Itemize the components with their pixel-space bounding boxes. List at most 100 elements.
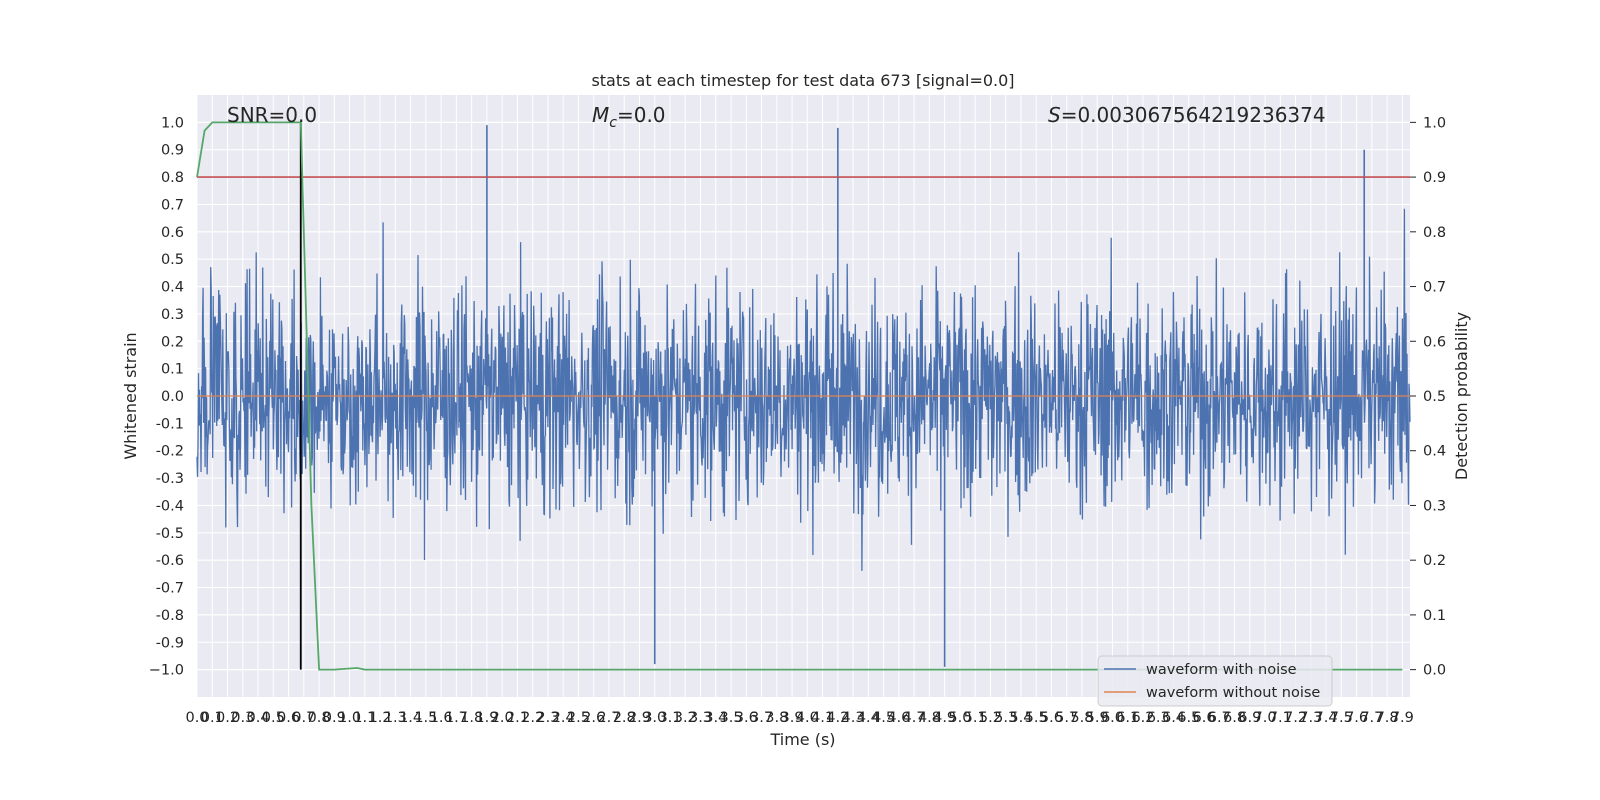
y-right-tick-label: 0.8 bbox=[1423, 225, 1446, 241]
y-right-tick-label: 0.1 bbox=[1423, 608, 1446, 624]
y-left-tick-label: -0.4 bbox=[156, 498, 184, 514]
x-tick-label: 4.4 bbox=[857, 710, 880, 726]
legend-box bbox=[1097, 655, 1333, 707]
y-axis-right-label: Detection probability bbox=[1452, 312, 1471, 480]
x-tick-label: 6.9 bbox=[1238, 710, 1261, 726]
y-left-tick-label: 0.3 bbox=[161, 307, 184, 323]
y-right-tick-label: 0.2 bbox=[1423, 553, 1446, 569]
y-left-tick-label: -0.8 bbox=[156, 608, 184, 624]
x-tick-label: 3.6 bbox=[735, 710, 758, 726]
x-tick-label: 7.1 bbox=[1269, 710, 1292, 726]
x-tick-label: 4.0 bbox=[796, 710, 819, 726]
x-tick-label: 6.7 bbox=[1208, 710, 1231, 726]
y-right-tick-label: 0.5 bbox=[1423, 389, 1446, 405]
x-tick-label: 5.1 bbox=[964, 710, 987, 726]
x-axis-ticks: 0.00.10.20.30.40.50.60.70.80.91.01.11.21… bbox=[185, 710, 1413, 726]
x-tick-label: 4.2 bbox=[826, 710, 849, 726]
x-tick-label: 5.8 bbox=[1070, 710, 1093, 726]
x-tick-label: 3.4 bbox=[704, 710, 727, 726]
x-axis-label: Time (s) bbox=[769, 730, 835, 749]
x-tick-label: 4.1 bbox=[811, 710, 834, 726]
x-tick-label: 1.7 bbox=[445, 710, 468, 726]
x-tick-label: 5.2 bbox=[979, 710, 1002, 726]
x-tick-label: 7.9 bbox=[1391, 710, 1414, 726]
y-left-tick-label: -0.3 bbox=[156, 471, 184, 487]
y-right-tick-label: 1.0 bbox=[1423, 115, 1446, 131]
x-tick-label: 3.7 bbox=[750, 710, 773, 726]
x-tick-label: 2.7 bbox=[597, 710, 620, 726]
y-left-tick-label: 0.7 bbox=[161, 197, 184, 213]
x-tick-label: 6.0 bbox=[1101, 710, 1124, 726]
x-tick-label: 3.8 bbox=[765, 710, 788, 726]
x-tick-label: 1.8 bbox=[460, 710, 483, 726]
x-tick-label: 6.4 bbox=[1162, 710, 1185, 726]
y-axis-left-ticks: 1.0 0.9 0.8 0.7 0.6 0.5 0.4 0.3 0.2 0.1 0.0 -0.1 -0.… bbox=[149, 115, 184, 678]
x-tick-label: 2.5 bbox=[567, 710, 590, 726]
legend-label-with-noise: waveform with noise bbox=[1146, 662, 1297, 678]
x-tick-label: 1.6 bbox=[430, 710, 453, 726]
x-tick-label: 7.7 bbox=[1360, 710, 1383, 726]
y-left-tick-label: 0.1 bbox=[161, 362, 184, 378]
x-tick-label: 7.3 bbox=[1299, 710, 1322, 726]
x-tick-label: 0.0 bbox=[185, 710, 208, 726]
x-tick-label: 7.8 bbox=[1376, 710, 1399, 726]
y-right-tick-label: 0.9 bbox=[1423, 170, 1446, 186]
x-tick-label: 0.1 bbox=[201, 710, 224, 726]
x-tick-label: 2.8 bbox=[613, 710, 636, 726]
x-tick-label: 3.3 bbox=[689, 710, 712, 726]
x-tick-label: 6.3 bbox=[1147, 710, 1170, 726]
x-tick-label: 2.9 bbox=[628, 710, 651, 726]
y-right-tick-label: 0.4 bbox=[1423, 444, 1446, 460]
y-left-tick-label: 0.6 bbox=[161, 225, 184, 241]
s-statistic-symbol: S bbox=[1048, 103, 1061, 127]
y-left-tick-label: -0.5 bbox=[156, 526, 184, 542]
legend: waveform with noise waveform without noi… bbox=[1097, 655, 1333, 707]
x-tick-label: 6.5 bbox=[1177, 710, 1200, 726]
x-tick-label: 4.6 bbox=[887, 710, 910, 726]
x-tick-label: 5.6 bbox=[1040, 710, 1063, 726]
x-tick-label: 1.0 bbox=[338, 710, 361, 726]
y-left-tick-label: -0.1 bbox=[156, 416, 184, 432]
y-axis-left-label: Whitened strain bbox=[121, 332, 140, 459]
y-left-tick-label: −1.0 bbox=[149, 663, 184, 679]
x-tick-label: 3.9 bbox=[781, 710, 804, 726]
x-tick-label: 4.7 bbox=[903, 710, 926, 726]
x-tick-label: 2.6 bbox=[582, 710, 605, 726]
y-left-tick-label: 0.5 bbox=[161, 252, 184, 268]
y-left-tick-label: -0.9 bbox=[156, 635, 184, 651]
y-left-tick-label: 0.0 bbox=[161, 389, 184, 405]
chirp-mass-annotation: Mc=0.0 bbox=[592, 103, 666, 131]
x-tick-label: 0.7 bbox=[292, 710, 315, 726]
x-tick-label: 6.1 bbox=[1116, 710, 1139, 726]
x-tick-label: 5.3 bbox=[994, 710, 1017, 726]
y-left-tick-label: 0.8 bbox=[161, 170, 184, 186]
x-tick-label: 5.4 bbox=[1009, 710, 1032, 726]
y-axis-right-ticks: 1.0 0.9 0.8 0.7 0.6 0.5 0.4 0.3 0.2 0.1 0.0 bbox=[1410, 115, 1446, 679]
snr-annotation: SNR=0.0 bbox=[227, 103, 317, 127]
x-tick-label: 7.2 bbox=[1284, 710, 1307, 726]
x-tick-label: 3.5 bbox=[719, 710, 742, 726]
x-tick-label: 0.3 bbox=[231, 710, 254, 726]
x-tick-label: 2.3 bbox=[536, 710, 559, 726]
overlay-lines bbox=[196, 121, 1410, 671]
x-tick-label: 1.4 bbox=[399, 710, 422, 726]
x-tick-label: 0.6 bbox=[277, 710, 300, 726]
x-tick-label: 4.5 bbox=[872, 710, 895, 726]
x-tick-label: 7.6 bbox=[1345, 710, 1368, 726]
y-right-tick-label: 0.0 bbox=[1423, 663, 1446, 679]
y-left-tick-label: -0.2 bbox=[156, 444, 184, 460]
x-tick-label: 1.5 bbox=[414, 710, 437, 726]
s-statistic-value: =0.003067564219236374 bbox=[1061, 103, 1326, 127]
y-left-tick-label: -0.7 bbox=[156, 581, 184, 597]
x-tick-label: 0.9 bbox=[323, 710, 346, 726]
x-tick-label: 2.2 bbox=[521, 710, 544, 726]
y-left-tick-label: 1.0 bbox=[161, 115, 184, 131]
y-left-tick-label: 0.2 bbox=[161, 334, 184, 350]
y-left-tick-label: 0.9 bbox=[161, 143, 184, 159]
x-tick-label: 5.5 bbox=[1025, 710, 1048, 726]
x-tick-label: 0.8 bbox=[308, 710, 331, 726]
legend-label-without-noise: waveform without noise bbox=[1146, 685, 1320, 701]
y-right-tick-label: 0.6 bbox=[1423, 334, 1446, 350]
x-tick-label: 7.4 bbox=[1315, 710, 1338, 726]
